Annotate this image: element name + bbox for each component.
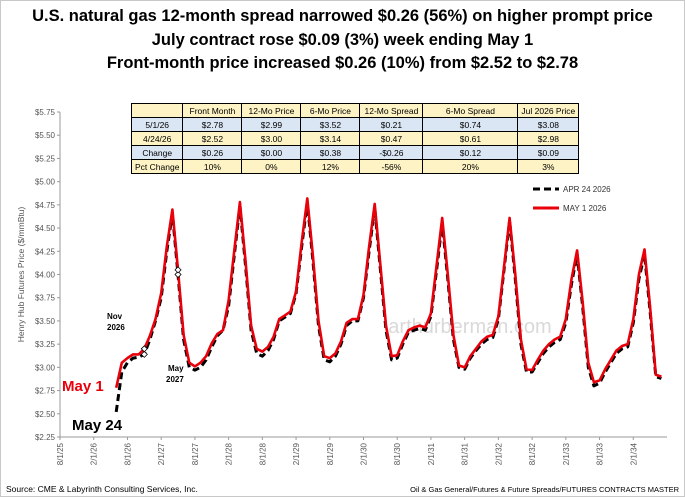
table-cell: Change (130, 145, 184, 160)
table-cell: 0% (241, 159, 302, 174)
table-header-cell: 6-Mo Spread (422, 103, 519, 118)
legend-apr-24-label: APR 24 2026 (563, 185, 611, 194)
x-tick-label: 2/1/26 (90, 442, 99, 465)
table-cell: $2.52 (182, 131, 243, 146)
table-row: 5/1/26 $2.78 $2.99 $3.52 $0.21 $0.74 $3.… (130, 117, 580, 132)
table-cell: $3.00 (241, 131, 302, 146)
table-cell: $0.21 (359, 117, 424, 132)
table-header-cell: 12-Mo Spread (359, 103, 424, 118)
path-footer: Oil & Gas General/Futures & Future Sprea… (410, 485, 679, 494)
x-tick-label: 8/1/27 (191, 442, 200, 465)
x-tick-label: 2/1/30 (360, 442, 369, 465)
table-cell: $2.98 (517, 131, 580, 146)
y-tick-label: $2.50 (35, 410, 56, 419)
x-tick-label: 8/1/29 (326, 442, 335, 465)
table-cell: 5/1/26 (130, 117, 184, 132)
table-row: 4/24/26 $2.52 $3.00 $3.14 $0.47 $0.61 $2… (130, 131, 580, 146)
chart-title-line-1: U.S. natural gas 12-month spread narrowe… (32, 7, 653, 25)
series-line-may-1 (114, 197, 662, 389)
x-tick-label: 8/1/31 (461, 442, 470, 465)
x-tick-label: 8/1/33 (596, 442, 605, 465)
y-tick-label: $4.75 (35, 201, 56, 210)
y-tick-label: $3.75 (35, 294, 56, 303)
may-2027-label-line-2: 2027 (166, 375, 184, 384)
x-tick-label: 8/1/26 (123, 442, 132, 465)
table-cell: -56% (359, 159, 424, 174)
table-cell: -$0.26 (359, 145, 424, 160)
nov-2026-marker-may1 (140, 345, 148, 353)
x-tick-label: 8/1/30 (393, 442, 402, 465)
x-tick-label: 2/1/28 (225, 442, 234, 465)
y-tick-label: $5.50 (35, 131, 56, 140)
y-tick-label: $4.00 (35, 271, 56, 280)
table-cell: 3% (517, 159, 580, 174)
table-cell: 12% (300, 159, 361, 174)
x-tick-label: 8/1/32 (528, 442, 537, 465)
y-tick-label: $5.00 (35, 178, 56, 187)
table-cell: $0.47 (359, 131, 424, 146)
x-tick-label: 8/1/28 (258, 442, 267, 465)
x-tick-label: 2/1/31 (427, 442, 436, 465)
y-tick-label: $2.75 (35, 387, 56, 396)
x-tick-label: 8/1/25 (56, 442, 65, 465)
table-row: Change $0.26 $0.00 $0.38 -$0.26 $0.12 $0… (130, 145, 580, 160)
may-24-annotation: May 24 (72, 417, 123, 434)
table-cell: 10% (182, 159, 243, 174)
table-header-cell (130, 103, 184, 118)
table-cell: $0.61 (422, 131, 519, 146)
y-tick-label: $5.25 (35, 154, 56, 163)
table-header-cell: Front Month (182, 103, 243, 118)
x-tick-label: 2/1/27 (157, 442, 166, 465)
chart-title-line-3: Front-month price increased $0.26 (10%) … (106, 54, 579, 72)
x-tick-label: 2/1/33 (562, 442, 571, 465)
nov-2026-label-line-2: 2026 (107, 323, 125, 332)
y-tick-label: $2.25 (35, 433, 56, 442)
x-tick-label: 2/1/29 (292, 442, 301, 465)
y-tick-label: $4.25 (35, 247, 56, 256)
table-cell: 4/24/26 (130, 131, 184, 146)
may-2027-marker-apr24 (174, 270, 182, 279)
y-tick-label: $3.50 (35, 317, 56, 326)
table-header-cell: 6-Mo Price (300, 103, 361, 118)
table-row: Pct Change 10% 0% 12% -56% 20% 3% (130, 159, 580, 174)
table-header-cell: 12-Mo Price (241, 103, 302, 118)
x-tick-label: 2/1/32 (494, 442, 503, 465)
y-tick-label: $3.25 (35, 340, 56, 349)
may-1-annotation: May 1 (62, 378, 104, 395)
summary-table: Front Month 12-Mo Price 6-Mo Price 12-Mo… (130, 103, 580, 174)
chart-title-line-2: July contract rose $0.09 (3%) week endin… (151, 31, 534, 49)
table-cell: $3.14 (300, 131, 361, 146)
table-cell: $0.74 (422, 117, 519, 132)
table-cell: Pct Change (130, 159, 184, 174)
legend-may-1-label: MAY 1 2026 (563, 204, 607, 213)
summary-table-header-row: Front Month 12-Mo Price 6-Mo Price 12-Mo… (130, 103, 580, 118)
source-footer: Source: CME & Labyrinth Consulting Servi… (6, 484, 198, 494)
nov-2026-marker-apr24 (140, 350, 148, 358)
series-line-apr-24 (114, 200, 662, 413)
nov-2026-label-line-1: Nov (107, 312, 123, 321)
table-cell: $0.12 (422, 145, 519, 160)
table-cell: $3.08 (517, 117, 580, 132)
table-cell: 20% (422, 159, 519, 174)
table-cell: $3.52 (300, 117, 361, 132)
may-2027-label-line-1: May (168, 364, 184, 373)
table-cell: $0.00 (241, 145, 302, 160)
may-2027-marker-may1 (174, 266, 182, 274)
table-cell: $0.38 (300, 145, 361, 160)
y-tick-label: $3.00 (35, 363, 56, 372)
table-cell: $2.78 (182, 117, 243, 132)
y-tick-label: $4.50 (35, 224, 56, 233)
table-cell: $2.99 (241, 117, 302, 132)
y-axis-label: Henry Hub Futures Price ($/mmBtu) (16, 207, 26, 343)
table-cell: $0.09 (517, 145, 580, 160)
table-header-cell: Jul 2026 Price (517, 103, 580, 118)
table-cell: $0.26 (182, 145, 243, 160)
y-tick-label: $5.75 (35, 108, 56, 117)
x-tick-label: 2/1/34 (629, 442, 638, 465)
